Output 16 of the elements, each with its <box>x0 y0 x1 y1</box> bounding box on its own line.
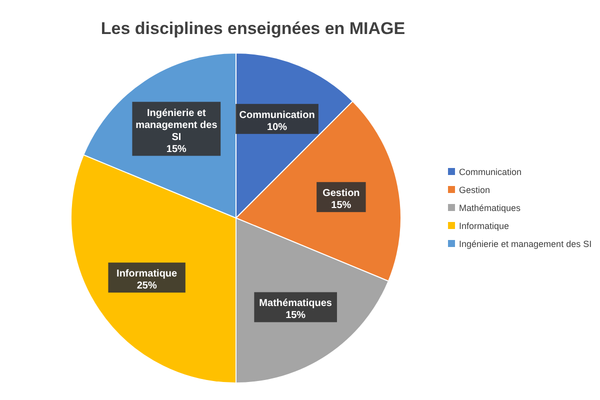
data-label: 15% <box>286 310 306 322</box>
data-label: 10% <box>267 122 288 133</box>
slice-label: Communication <box>239 110 315 121</box>
legend-label: Mathématiques <box>459 203 522 213</box>
chart-title: Les disciplines enseignées en MIAGE <box>100 19 406 38</box>
data-label: 25% <box>136 280 157 292</box>
legend-label: Informatique <box>459 221 510 231</box>
legend-label: Gestion <box>459 185 490 195</box>
slice-label: Informatique <box>116 268 178 280</box>
data-label: 15% <box>166 144 187 155</box>
slice-label: Gestion <box>322 188 360 200</box>
data-label: 15% <box>331 200 352 212</box>
slice-label: Mathématiques <box>259 298 332 310</box>
slice-label: Ingénierie et management des SI <box>136 108 218 143</box>
legend-label: Ingénierie et management des SI <box>459 239 592 249</box>
legend-label: Communication <box>459 167 522 177</box>
